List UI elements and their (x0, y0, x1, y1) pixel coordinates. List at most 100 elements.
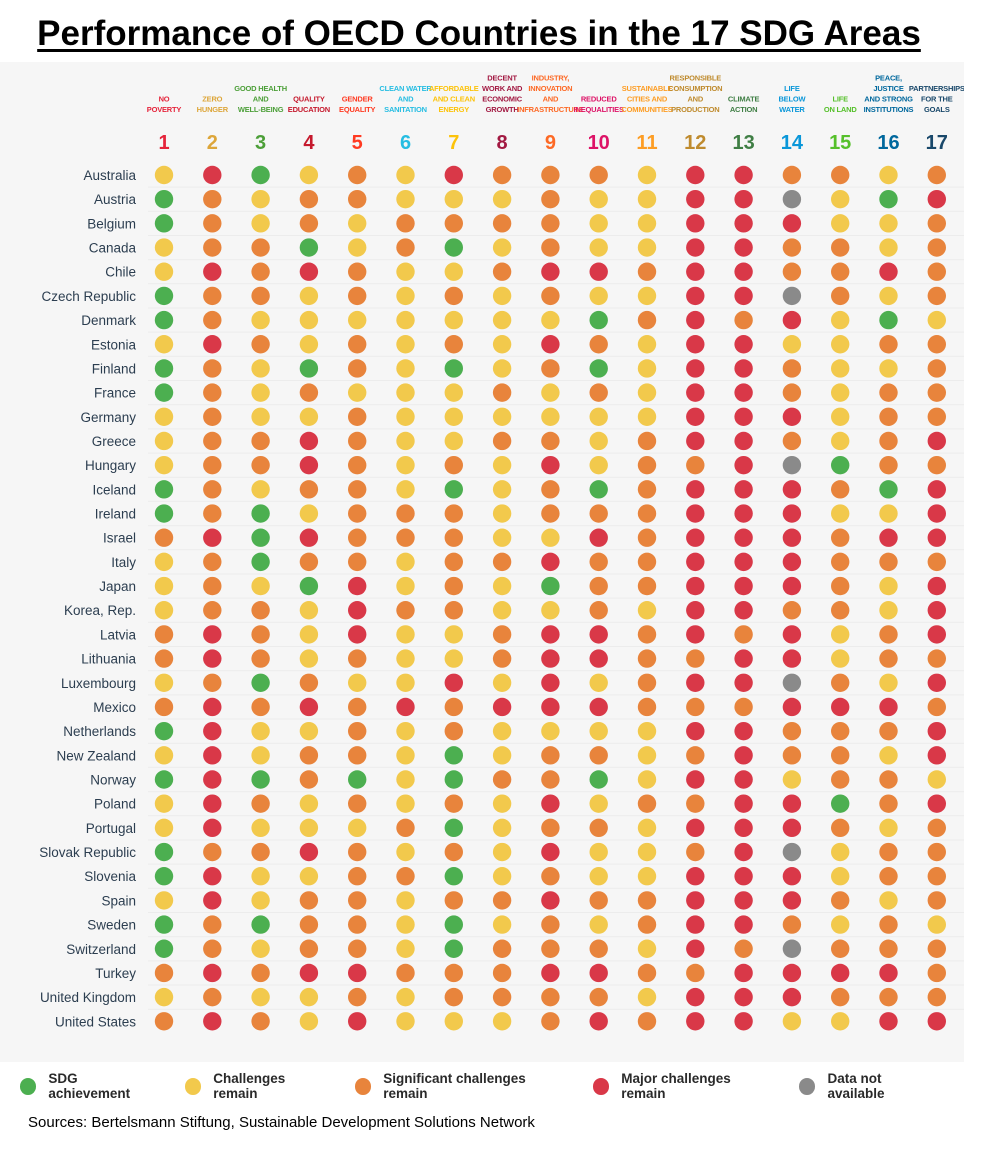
status-dot (492, 455, 512, 475)
status-dot (348, 867, 367, 886)
status-dot (782, 262, 802, 281)
status-dot (589, 528, 608, 547)
status-dot (348, 214, 367, 233)
status-dot (879, 673, 898, 692)
status-dot (734, 649, 753, 668)
goal-number: 2 (207, 132, 218, 154)
legend-label-challenges: Challenges remain (213, 1071, 286, 1101)
status-dot (299, 673, 319, 692)
status-dot (686, 842, 705, 862)
status-dot (589, 746, 608, 765)
status-dot (831, 915, 850, 934)
status-dot (589, 625, 608, 644)
status-dot (927, 455, 946, 475)
status-dot (879, 697, 898, 717)
status-dot (541, 818, 560, 838)
country-label: Belgium (87, 216, 136, 231)
status-dot (492, 601, 512, 620)
status-dot (686, 165, 705, 185)
status-dot (444, 335, 463, 354)
status-dot (831, 455, 850, 475)
legend-item-na: Data not available (799, 1071, 938, 1101)
status-dot (734, 383, 753, 402)
status-dot (734, 697, 753, 717)
status-dot (589, 383, 608, 402)
status-dot (299, 528, 319, 547)
status-dot (203, 963, 222, 983)
status-dot (492, 697, 512, 717)
goal-label: ECONOMIC (482, 95, 522, 104)
status-dot (686, 625, 705, 644)
status-dot (686, 383, 705, 402)
status-dot (734, 915, 753, 934)
status-dot (396, 286, 415, 306)
status-dot (541, 963, 560, 983)
status-dot (589, 673, 608, 692)
status-dot (203, 262, 222, 281)
status-dot (203, 697, 222, 717)
status-dot (251, 697, 270, 717)
status-dot (927, 576, 946, 596)
status-dot (251, 939, 270, 958)
goal-label: AND STRONG (864, 95, 913, 104)
status-dot (444, 649, 463, 668)
goal-label: CLEAN WATER (379, 84, 432, 93)
status-dot (589, 189, 608, 209)
country-label: Switzerland (66, 942, 136, 957)
status-dot (831, 214, 850, 233)
status-dot (782, 286, 802, 306)
status-dot (541, 842, 560, 862)
status-dot (927, 842, 946, 862)
status-dot (541, 286, 560, 306)
country-row: Slovenia (84, 863, 964, 886)
status-dot (879, 310, 898, 330)
status-dot (541, 770, 560, 789)
status-dot (879, 552, 898, 572)
status-dot (348, 842, 367, 862)
status-dot (927, 238, 946, 257)
status-dot (492, 891, 512, 910)
status-dot (348, 625, 367, 644)
status-dot (154, 818, 174, 838)
status-dot (396, 576, 415, 596)
country-row: New Zealand (56, 742, 964, 765)
status-dot (589, 867, 608, 886)
country-label: France (94, 386, 136, 401)
goal-label: POVERTY (147, 105, 182, 114)
status-dot (927, 189, 946, 209)
goal-label: CITIES AND (627, 95, 668, 104)
goal-label: INEQUALITIES (574, 105, 624, 114)
status-dot (686, 915, 705, 934)
status-dot (782, 528, 802, 547)
status-dot (396, 310, 415, 330)
status-dot (492, 842, 512, 862)
status-dot (492, 335, 512, 354)
status-dot (589, 963, 608, 983)
status-dot (396, 383, 415, 402)
status-dot (589, 214, 608, 233)
status-dot (492, 721, 512, 741)
country-row: Denmark (81, 307, 964, 330)
status-dot (637, 915, 657, 934)
status-dot (686, 601, 705, 620)
status-dot (589, 915, 608, 934)
status-dot (251, 238, 270, 257)
country-row: Austria (94, 186, 964, 209)
status-dot (879, 576, 898, 596)
status-dot (782, 891, 802, 910)
status-dot (541, 673, 560, 692)
status-dot (927, 649, 946, 668)
status-dot (541, 746, 560, 765)
goal-label: LIFE (784, 84, 800, 93)
goal-number: 11 (636, 132, 657, 154)
country-label: Japan (99, 579, 136, 594)
status-dot (637, 963, 657, 983)
status-dot (927, 335, 946, 354)
status-dot (492, 504, 512, 523)
goal-number: 9 (545, 132, 556, 154)
status-dot (251, 601, 270, 620)
status-dot (734, 601, 753, 620)
